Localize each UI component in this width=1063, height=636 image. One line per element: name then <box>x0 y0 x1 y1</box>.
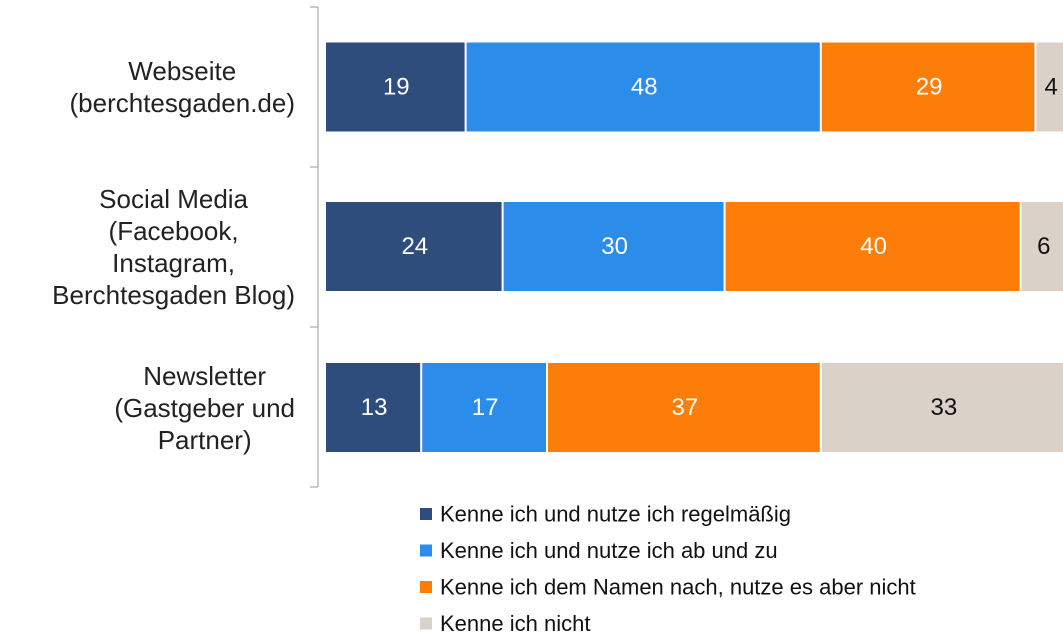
bar-segment <box>725 202 1020 291</box>
legend-label: Kenne ich und nutze ich ab und zu <box>440 538 778 563</box>
legend-swatch <box>420 617 432 630</box>
legend-swatch <box>420 508 432 520</box>
legend-swatch <box>420 544 432 557</box>
legend-label: Kenne ich und nutze ich regelmäßig <box>440 502 791 527</box>
bar-segment <box>466 42 820 132</box>
bar-segment <box>821 363 1063 452</box>
bar-segment <box>503 202 724 291</box>
data-label: 48 <box>631 74 658 101</box>
bar-segment <box>1036 42 1063 132</box>
category-label: Newsletter (Gastgeber und Partner) <box>114 360 295 455</box>
data-label: 19 <box>383 74 410 101</box>
data-label: 6 <box>1037 233 1050 260</box>
data-label: 40 <box>860 233 887 260</box>
data-label: 4 <box>1045 74 1058 101</box>
bar-segment <box>326 42 465 132</box>
data-label: 33 <box>931 394 958 421</box>
category-label: Webseite (berchtesgaden.de) <box>69 56 295 118</box>
bar-segment <box>326 202 502 291</box>
bar-segment <box>548 363 820 452</box>
bar-segment <box>422 363 546 452</box>
data-label: 37 <box>672 394 699 421</box>
legend-label: Kenne ich nicht <box>440 611 590 636</box>
data-label: 29 <box>916 74 943 101</box>
data-label: 13 <box>361 394 388 421</box>
legend-swatch <box>420 581 432 593</box>
data-label: 17 <box>472 394 499 421</box>
legend-label: Kenne ich dem Namen nach, nutze es aber … <box>440 575 916 600</box>
data-label: 24 <box>401 233 428 260</box>
bar-segment <box>821 42 1035 132</box>
data-label: 30 <box>601 233 628 260</box>
category-label: Social Media (Facebook, Instagram, Berch… <box>52 183 295 310</box>
bar-segment <box>1021 202 1063 291</box>
bar-segment <box>326 363 421 452</box>
